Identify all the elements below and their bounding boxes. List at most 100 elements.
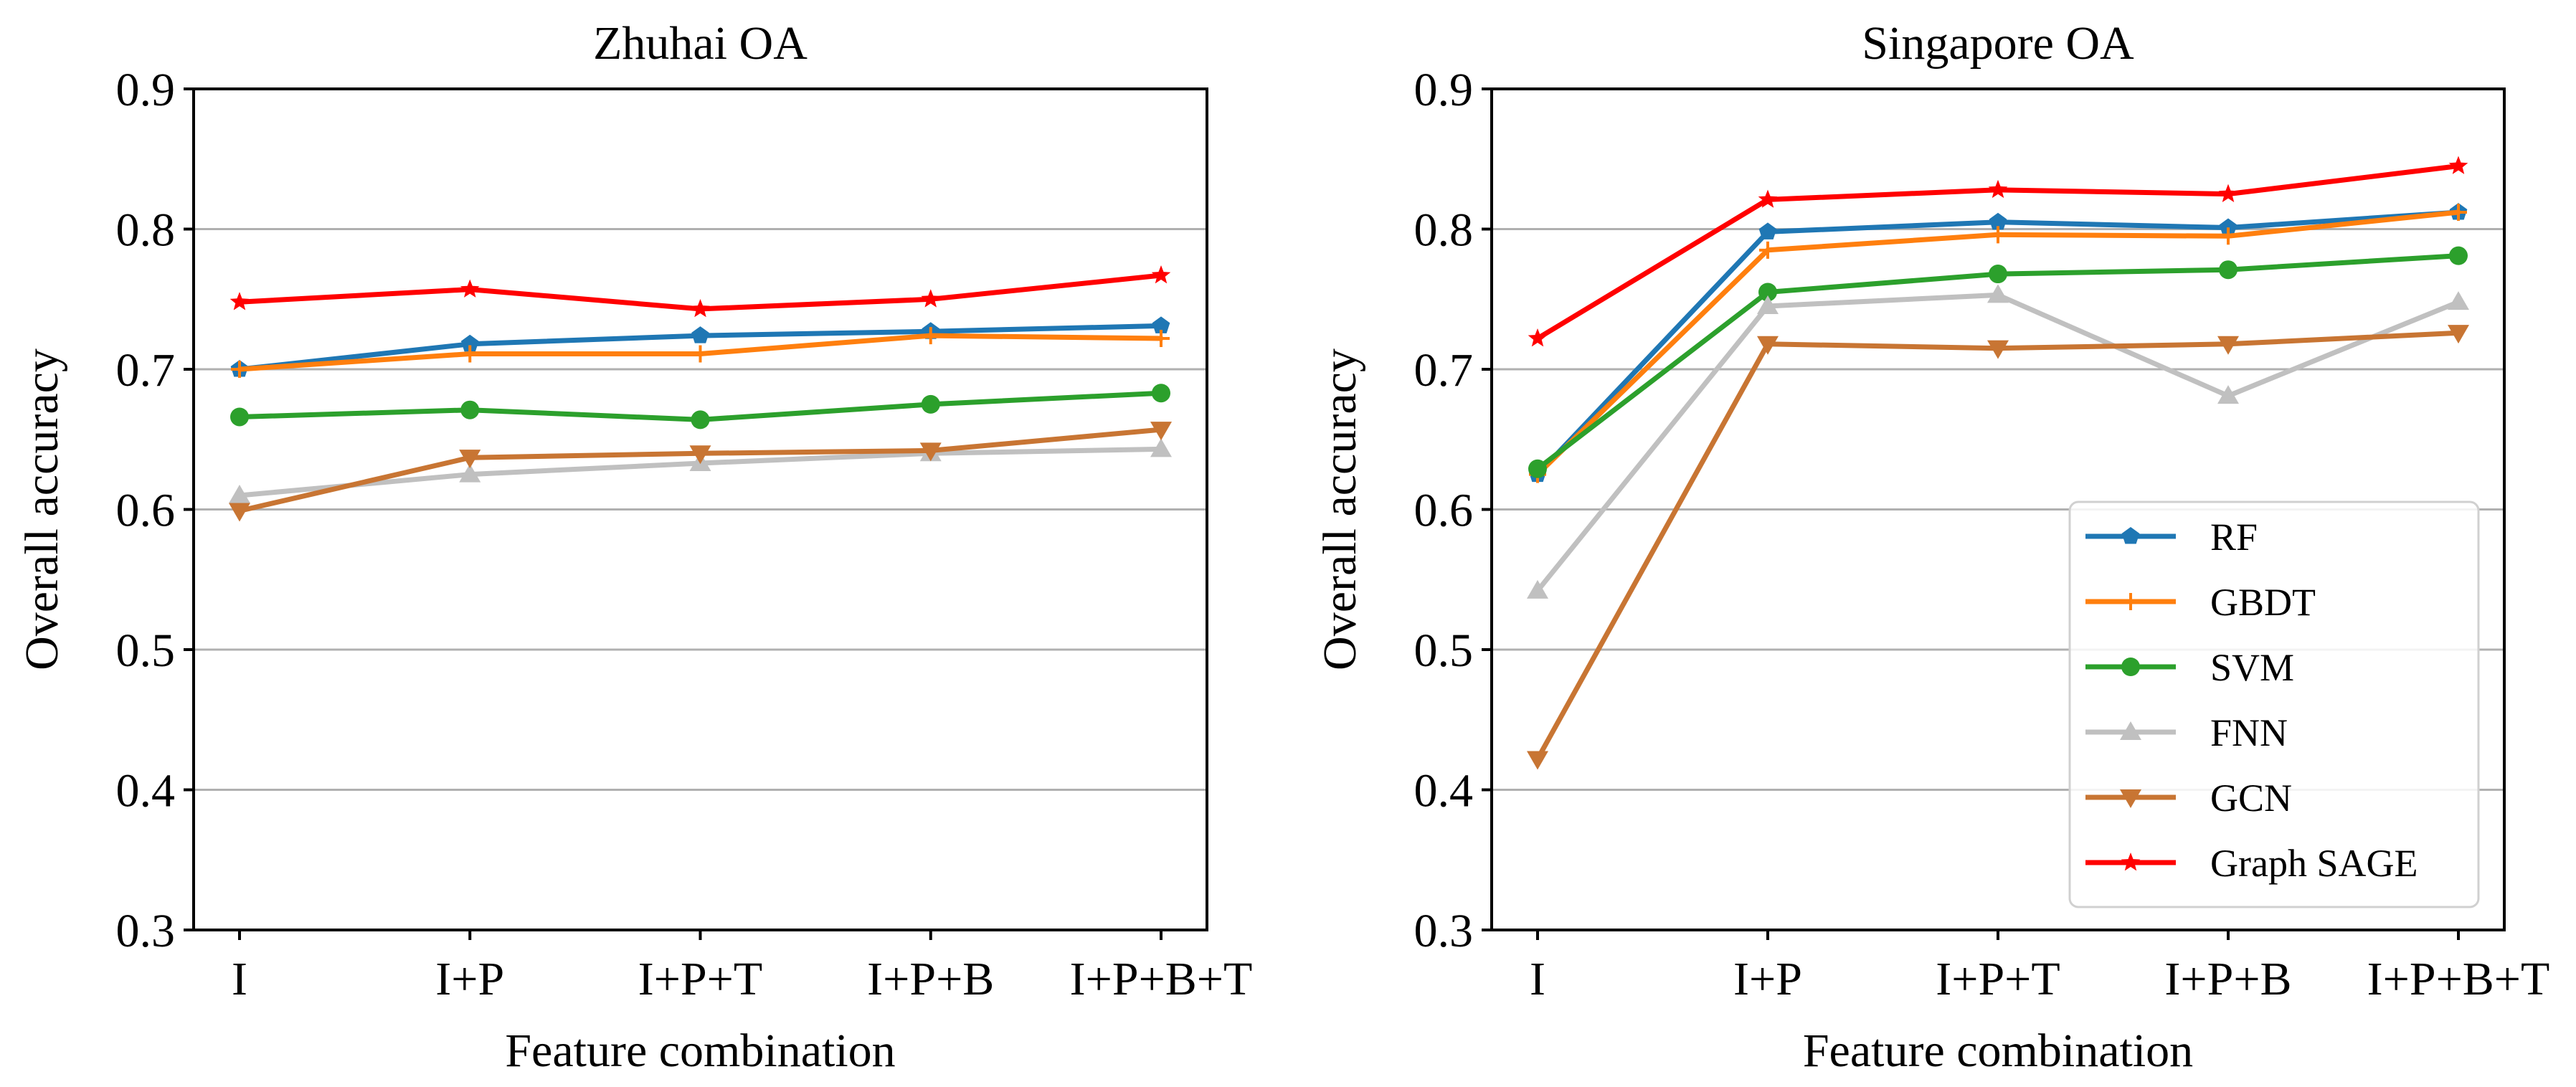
data-point-graph-sage [1988, 179, 2008, 199]
y-tick-label: 0.7 [1414, 344, 1474, 397]
data-point-svm [691, 410, 710, 429]
legend-entry-graph-sage: Graph SAGE [2085, 842, 2418, 885]
data-point-svm [1152, 384, 1170, 403]
data-point-graph-sage [2218, 184, 2238, 202]
x-tick-label: I+P+B+T [2367, 953, 2550, 1005]
legend-label: FNN [2210, 711, 2288, 754]
data-point-rf [1758, 222, 1777, 239]
y-axis-label: Overall accuracy [16, 348, 68, 670]
y-tick-label: 0.3 [1414, 905, 1474, 957]
data-point-graph-sage [1758, 189, 1778, 208]
data-point-svm [1758, 283, 1777, 302]
y-tick-label: 0.8 [116, 204, 176, 257]
data-point-gbdt [2220, 227, 2237, 245]
data-point-svm [460, 400, 480, 419]
data-point-svm [2449, 246, 2468, 265]
data-point-rf [460, 334, 479, 352]
data-point-gbdt [1152, 329, 1170, 347]
series-gcn [229, 422, 1172, 522]
series-gcn [1527, 325, 2469, 770]
data-point-gbdt [461, 345, 479, 363]
x-axis-label: Feature combination [505, 1025, 895, 1077]
data-point-svm [230, 407, 249, 427]
data-point-fnn [1987, 284, 2009, 303]
x-tick-label: I [232, 953, 247, 1005]
data-point-gcn [689, 445, 711, 465]
x-tick-label: I+P [1733, 953, 1802, 1005]
legend-label: RF [2210, 516, 2258, 559]
x-axis-label: Feature combination [1803, 1025, 2193, 1077]
chart-zhuhai: 0.3 0.4 0.5 0.6 0.7 0.8 0.9 I I+P I+P+T I+P+B I+P+B… [16, 17, 1252, 1077]
legend-entry-svm: SVM [2085, 646, 2294, 689]
legend-label: GBDT [2210, 581, 2316, 624]
x-tick-label: I+P+B [867, 953, 994, 1005]
y-tick-label: 0.5 [1414, 625, 1474, 677]
y-tick-label: 0.4 [116, 765, 176, 817]
legend-marker-graph-sage [2121, 853, 2141, 871]
data-point-rf [691, 326, 709, 343]
data-point-fnn [1150, 438, 1172, 457]
legend-marker-gbdt [2122, 593, 2139, 610]
legend-entry-gcn: GCN [2085, 777, 2292, 820]
data-point-gbdt [1759, 241, 1776, 259]
series-rf [1528, 203, 2468, 483]
x-tick-label: I+P+B [2164, 953, 2291, 1005]
series-graph-sage [1528, 156, 2468, 347]
series-svm [230, 384, 1170, 429]
data-point-gbdt [691, 345, 709, 363]
data-point-rf [2219, 218, 2238, 236]
series-svm [1528, 246, 2468, 478]
y-axis-label: Overall accuracy [1314, 348, 1366, 670]
gridlines [194, 228, 1207, 791]
data-point-graph-sage [2448, 156, 2468, 174]
legend-label: GCN [2210, 777, 2292, 820]
data-point-graph-sage [691, 298, 710, 318]
data-point-gcn [1150, 422, 1172, 441]
y-tick-label: 0.5 [116, 625, 176, 677]
data-point-gcn [229, 503, 250, 522]
chart-title: Zhuhai OA [593, 17, 808, 70]
legend-entry-rf: RF [2085, 516, 2258, 559]
y-tick-label: 0.6 [116, 485, 176, 537]
data-point-svm [921, 394, 940, 414]
data-point-graph-sage [921, 289, 941, 308]
data-point-graph-sage [229, 292, 250, 310]
y-tick-label: 0.3 [116, 905, 176, 957]
data-point-gcn [2448, 325, 2469, 344]
data-point-fnn [2448, 291, 2469, 310]
y-tick-label: 0.7 [116, 344, 176, 397]
data-point-rf [1989, 212, 2007, 230]
data-point-gcn [919, 442, 942, 462]
x-tick-label: I+P+B+T [1070, 953, 1253, 1005]
data-point-gbdt [231, 361, 248, 378]
data-point-fnn [1527, 579, 1548, 599]
legend-marker-gcn [2120, 789, 2141, 808]
data-point-graph-sage [1528, 328, 1548, 347]
data-point-graph-sage [460, 279, 480, 298]
legend-label: Graph SAGE [2210, 842, 2418, 885]
series-graph-sage [229, 265, 1171, 318]
chart-title: Singapore OA [1862, 17, 2134, 70]
chart-singapore: 0.3 0.4 0.5 0.6 0.7 0.8 0.9 I I+P I+P+T I+P+B I+P+B… [1314, 17, 2549, 1077]
series-gbdt [231, 327, 1170, 378]
data-point-gcn [1527, 751, 1548, 770]
legend: RF GBDT SVM FNN GCN Graph SAGE [2068, 500, 2480, 908]
data-point-gcn [2217, 336, 2239, 355]
data-point-fnn [459, 463, 481, 483]
data-point-graph-sage [1151, 265, 1171, 284]
y-tick-label: 0.8 [1414, 204, 1474, 257]
legend-entry-fnn: FNN [2085, 711, 2288, 754]
data-point-gbdt [1989, 226, 2007, 244]
x-tick-label: I+P+T [638, 953, 762, 1005]
x-tick-label: I+P [435, 953, 504, 1005]
legend-label: SVM [2210, 646, 2294, 689]
data-point-gcn [1757, 336, 1779, 355]
x-tick-label: I+P+T [1936, 953, 2060, 1005]
legend-marker-fnn [2120, 721, 2141, 740]
legend-marker-svm [2121, 658, 2140, 676]
data-point-fnn [2217, 385, 2239, 404]
data-point-gcn [1987, 340, 2009, 359]
data-point-rf [1152, 316, 1170, 333]
data-point-svm [2219, 260, 2238, 280]
data-point-fnn [229, 484, 250, 503]
